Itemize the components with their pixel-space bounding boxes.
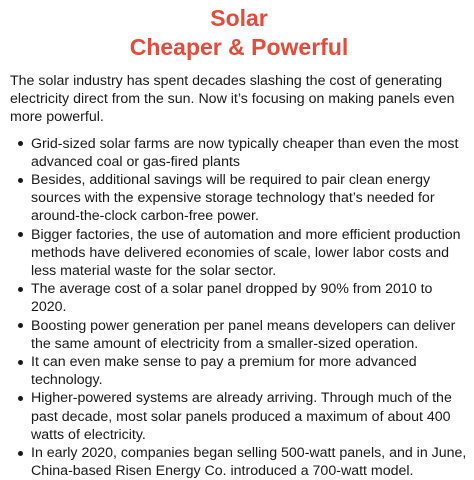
list-item: Higher-powered systems are already arriv…: [10, 389, 468, 444]
list-item-text: It can even make sense to pay a premium …: [31, 354, 417, 389]
list-item-text: Grid-sized solar farms are now typically…: [31, 135, 459, 170]
title-line-1: Solar: [210, 5, 268, 31]
bullet-icon: [18, 323, 23, 329]
list-item: In early 2020, companies began selling 5…: [10, 444, 468, 480]
list-item-text: Boosting power generation per panel mean…: [31, 317, 456, 352]
bullet-icon: [18, 395, 23, 401]
bullet-icon: [18, 141, 23, 147]
bullet-list: Grid-sized solar farms are now typically…: [10, 135, 468, 480]
list-item: It can even make sense to pay a premium …: [10, 353, 468, 389]
list-item-text: Besides, additional savings will be requ…: [31, 172, 435, 225]
list-item: Grid-sized solar farms are now typically…: [10, 135, 468, 171]
intro-paragraph: The solar industry has spent decades sla…: [10, 73, 455, 126]
bullet-icon: [18, 450, 23, 456]
list-item: Bigger factories, the use of automation …: [10, 226, 468, 281]
title-line-2: Cheaper & Powerful: [129, 34, 349, 60]
list-item: The average cost of a solar panel droppe…: [10, 280, 468, 316]
bullet-icon: [18, 232, 23, 238]
list-item-text: Higher-powered systems are already arriv…: [31, 390, 452, 443]
bullet-icon: [18, 177, 23, 183]
bullet-icon: [18, 286, 23, 292]
list-item-text: Bigger factories, the use of automation …: [31, 226, 461, 280]
list-item: Boosting power generation per panel mean…: [10, 317, 468, 353]
page-title: Solar Cheaper & Powerful: [10, 4, 468, 62]
list-item-text: In early 2020, companies began selling 5…: [31, 445, 467, 480]
list-item: Besides, additional savings will be requ…: [10, 171, 468, 226]
list-item-text: The average cost of a solar panel droppe…: [31, 281, 433, 316]
bullet-icon: [18, 359, 23, 365]
